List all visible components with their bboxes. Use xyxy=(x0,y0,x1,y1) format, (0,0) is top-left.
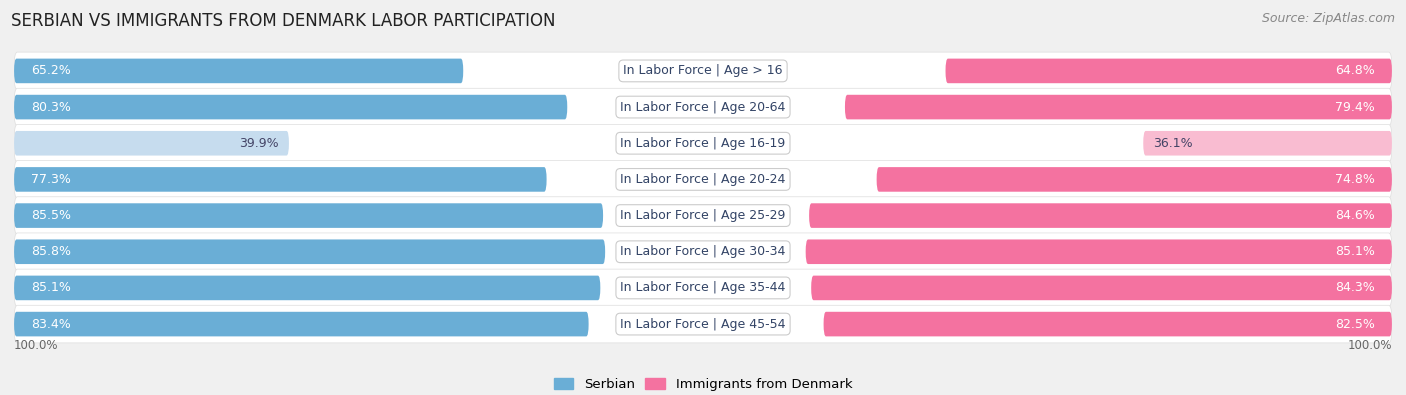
FancyBboxPatch shape xyxy=(824,312,1392,337)
Text: In Labor Force | Age 20-64: In Labor Force | Age 20-64 xyxy=(620,101,786,114)
Text: 85.8%: 85.8% xyxy=(31,245,72,258)
Text: SERBIAN VS IMMIGRANTS FROM DENMARK LABOR PARTICIPATION: SERBIAN VS IMMIGRANTS FROM DENMARK LABOR… xyxy=(11,12,555,30)
FancyBboxPatch shape xyxy=(14,276,600,300)
FancyBboxPatch shape xyxy=(14,269,1392,307)
FancyBboxPatch shape xyxy=(14,233,1392,271)
Text: 84.6%: 84.6% xyxy=(1334,209,1375,222)
FancyBboxPatch shape xyxy=(14,203,603,228)
Text: 85.1%: 85.1% xyxy=(31,281,72,294)
Text: 82.5%: 82.5% xyxy=(1334,318,1375,331)
Legend: Serbian, Immigrants from Denmark: Serbian, Immigrants from Denmark xyxy=(550,374,856,395)
FancyBboxPatch shape xyxy=(14,167,547,192)
FancyBboxPatch shape xyxy=(14,58,463,83)
Text: 77.3%: 77.3% xyxy=(31,173,72,186)
FancyBboxPatch shape xyxy=(14,305,1392,343)
Text: In Labor Force | Age 25-29: In Labor Force | Age 25-29 xyxy=(620,209,786,222)
FancyBboxPatch shape xyxy=(808,203,1392,228)
FancyBboxPatch shape xyxy=(14,52,1392,90)
FancyBboxPatch shape xyxy=(14,95,567,119)
FancyBboxPatch shape xyxy=(845,95,1392,119)
Text: 39.9%: 39.9% xyxy=(239,137,278,150)
Text: In Labor Force | Age 30-34: In Labor Force | Age 30-34 xyxy=(620,245,786,258)
Text: In Labor Force | Age 45-54: In Labor Force | Age 45-54 xyxy=(620,318,786,331)
FancyBboxPatch shape xyxy=(1143,131,1392,156)
FancyBboxPatch shape xyxy=(945,58,1392,83)
FancyBboxPatch shape xyxy=(806,239,1392,264)
FancyBboxPatch shape xyxy=(14,197,1392,234)
Text: 36.1%: 36.1% xyxy=(1153,137,1194,150)
FancyBboxPatch shape xyxy=(14,239,605,264)
FancyBboxPatch shape xyxy=(876,167,1392,192)
FancyBboxPatch shape xyxy=(14,312,589,337)
Text: 64.8%: 64.8% xyxy=(1334,64,1375,77)
Text: In Labor Force | Age 35-44: In Labor Force | Age 35-44 xyxy=(620,281,786,294)
Text: 100.0%: 100.0% xyxy=(14,339,59,352)
Text: In Labor Force | Age 20-24: In Labor Force | Age 20-24 xyxy=(620,173,786,186)
FancyBboxPatch shape xyxy=(14,131,290,156)
Text: 85.5%: 85.5% xyxy=(31,209,72,222)
FancyBboxPatch shape xyxy=(14,124,1392,162)
Text: 85.1%: 85.1% xyxy=(1334,245,1375,258)
Text: 84.3%: 84.3% xyxy=(1334,281,1375,294)
Text: Source: ZipAtlas.com: Source: ZipAtlas.com xyxy=(1261,12,1395,25)
Text: In Labor Force | Age > 16: In Labor Force | Age > 16 xyxy=(623,64,783,77)
Text: 65.2%: 65.2% xyxy=(31,64,72,77)
Text: 79.4%: 79.4% xyxy=(1334,101,1375,114)
Text: In Labor Force | Age 16-19: In Labor Force | Age 16-19 xyxy=(620,137,786,150)
Text: 80.3%: 80.3% xyxy=(31,101,72,114)
FancyBboxPatch shape xyxy=(14,88,1392,126)
Text: 100.0%: 100.0% xyxy=(1347,339,1392,352)
Text: 83.4%: 83.4% xyxy=(31,318,72,331)
Text: 74.8%: 74.8% xyxy=(1334,173,1375,186)
FancyBboxPatch shape xyxy=(811,276,1392,300)
FancyBboxPatch shape xyxy=(14,161,1392,198)
